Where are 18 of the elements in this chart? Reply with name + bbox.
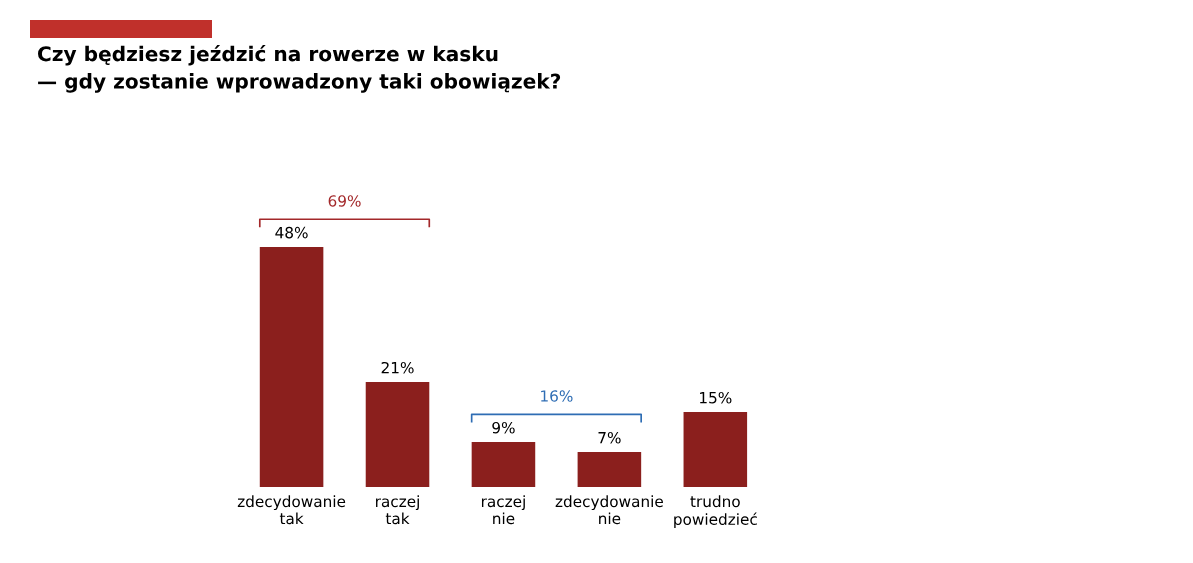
data-label: 7% [598,431,621,444]
bar [365,381,430,487]
x-tick-label: zdecydowanie nie [555,495,663,525]
x-tick-label: raczej tak [376,495,419,525]
x-tick-label: zdecydowanie tak [237,495,346,525]
bar [259,246,324,487]
bar [683,411,748,487]
x-tick-label: trudno powiedzieć [674,495,757,528]
bar [577,451,642,487]
chart-title: Czy będziesz jeździć na rowerze w kasku — gdy zostanie wprowadzony taki obowiązek? [38,45,561,93]
data-label: 15% [700,391,732,404]
data-label: 21% [381,361,414,374]
data-label: 48% [275,226,308,239]
annotation: 16% [541,390,573,402]
x-tick-label: raczej nie [481,495,525,525]
data-label: 9% [492,421,515,434]
text: 69% [328,195,361,207]
bar [471,441,536,487]
